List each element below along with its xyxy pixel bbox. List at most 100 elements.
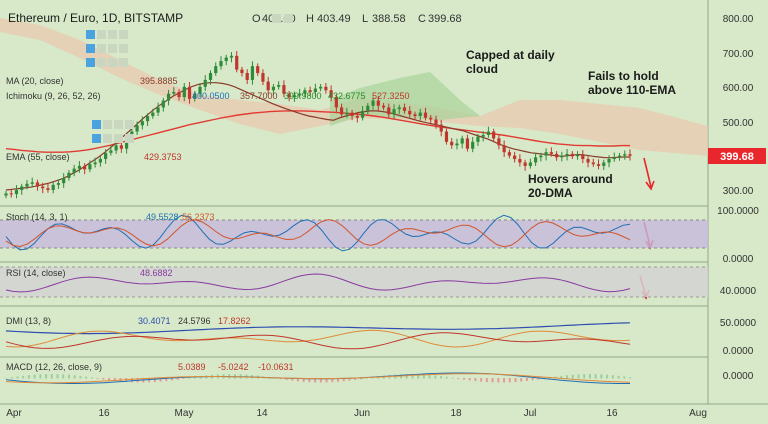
macd-bar [96,378,99,379]
candle-body [240,69,244,74]
macd-bar [600,374,603,379]
add-icon[interactable] [108,30,117,39]
eye-icon[interactable] [92,120,101,129]
macd-bar [291,378,294,381]
macd-bar [440,376,443,379]
candle-body [339,107,344,115]
macd-bar [623,376,626,379]
macd-bar [16,376,19,379]
add-icon[interactable] [284,14,293,23]
x-tick: 16 [98,408,110,419]
macd-bar [359,378,362,380]
dmi-plus-line [5,329,631,348]
candle-body [486,131,491,135]
macd-bar [451,377,454,379]
candle-body [575,154,580,157]
macd-bar [279,378,282,380]
macd-bar [62,374,65,379]
rsi-band [0,267,708,297]
macd-bar [73,375,76,379]
rsi-tick: 40.0000 [720,286,757,297]
ichimoku-value-3: 399.9800 [284,91,322,101]
arrow-down-icon [643,157,655,191]
candle-body [434,119,438,125]
add-icon[interactable] [114,120,123,129]
stoch-d-line [5,219,631,248]
candle-body [266,81,270,91]
candle-body [397,107,401,110]
close-icon[interactable] [125,134,134,143]
ohlc-o-key: O [252,13,261,25]
candle-body [497,138,501,146]
eye-icon[interactable] [86,44,95,53]
macd-value-signal: -10.0631 [258,362,294,372]
dmi-value-plus: 24.5796 [178,316,211,326]
candle-body [355,116,359,118]
ichimoku-cloud-bearish [0,18,708,156]
macd-bar [514,378,517,382]
close-icon[interactable] [119,30,128,39]
candle-body [439,124,443,132]
add-icon[interactable] [114,134,123,143]
macd-bar [285,378,288,380]
macd-bar [39,374,42,379]
stoch-tick-bottom: 0.0000 [723,254,754,265]
ichimoku-value-2: 357.7000 [240,91,278,101]
eye-icon[interactable] [86,30,95,39]
annotation-capped-line1: Capped at daily [466,48,555,62]
candle-body [612,157,616,160]
macd-bar [629,377,631,379]
candle-body [617,155,622,158]
settings-icon[interactable] [272,14,281,23]
ema55-path [5,110,630,153]
macd-bar [617,375,620,379]
add-icon[interactable] [108,44,117,53]
candle-body [214,66,218,74]
candle-body [481,134,485,137]
macd-bar [508,378,511,383]
macd-bar [577,374,580,379]
candle-body [98,159,102,163]
x-tick: Jun [354,408,370,419]
stoch-k-line [5,214,631,252]
stoch-value-d: 56.2373 [182,212,215,222]
candles-group [4,51,632,199]
macd-bar [199,376,202,379]
macd-bar [428,374,431,379]
eye-icon[interactable] [86,58,95,67]
candle-body [534,157,538,163]
candle-body [229,55,234,58]
close-icon[interactable] [119,58,128,67]
macd-bar [342,378,345,382]
macd-bar [67,374,70,379]
add-icon[interactable] [108,58,117,67]
candle-body [119,145,123,149]
candle-body [77,165,82,169]
macd-bar [176,378,179,380]
candle-body [62,177,66,184]
close-icon[interactable] [125,120,134,129]
settings-icon[interactable] [97,58,106,67]
settings-icon[interactable] [103,120,112,129]
ohlc-h-val: 403.49 [317,13,351,25]
close-icon[interactable] [119,44,128,53]
macd-bar [365,377,368,379]
candle-body [628,154,632,156]
settings-icon[interactable] [103,134,112,143]
candle-body [287,93,291,98]
macd-bar [485,378,488,383]
eye-icon[interactable] [92,134,101,143]
candle-body [109,150,113,153]
candle-body [271,86,276,91]
macd-bar [560,375,563,379]
macd-value-line: -5.0242 [218,362,249,372]
candle-body [581,154,585,160]
candle-body [9,193,13,195]
macd-bar [497,378,500,383]
macd-bar [27,375,30,379]
macd-bar [537,378,540,380]
settings-icon[interactable] [97,30,106,39]
settings-icon[interactable] [97,44,106,53]
y-tick: 600.00 [723,83,754,94]
